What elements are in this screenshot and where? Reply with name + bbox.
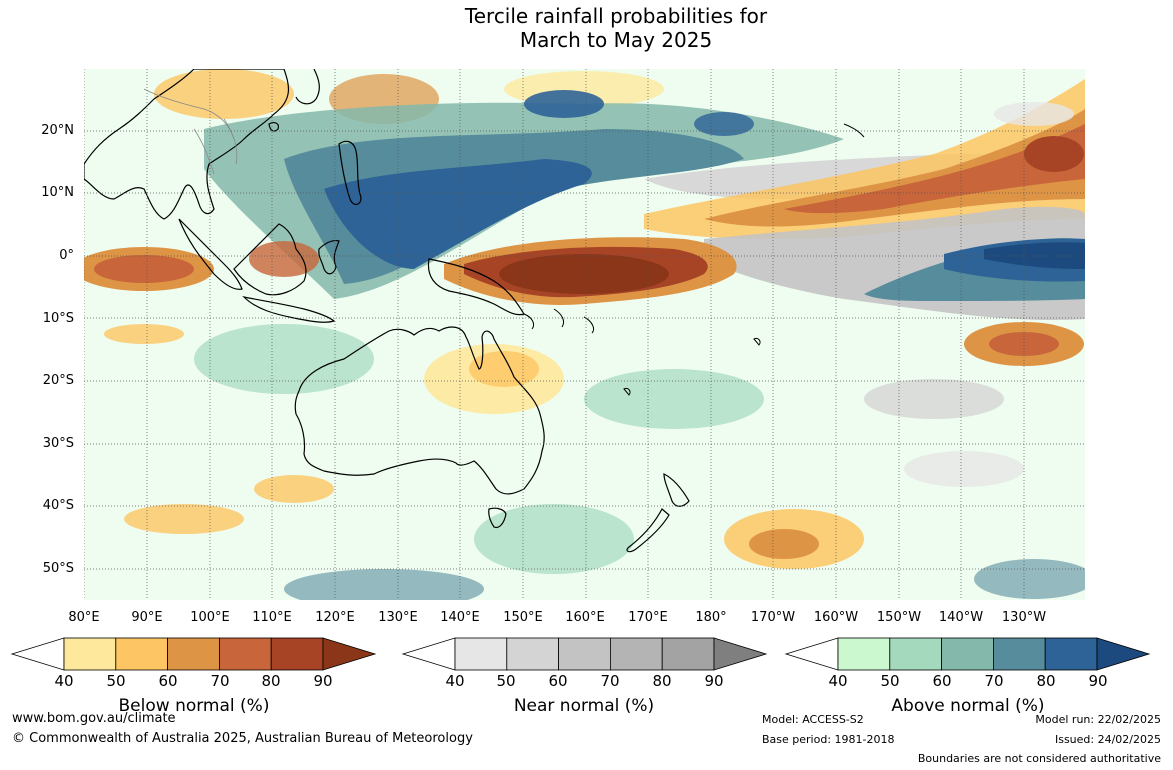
colorbar-tick: 60: [158, 672, 178, 690]
colorbar-segment: [218, 637, 272, 671]
lon-label: 160°E: [565, 610, 605, 625]
disclaimer-text: Boundaries are not considered authoritat…: [917, 752, 1161, 765]
lat-label: 10°S: [42, 311, 74, 326]
colorbar-tick: 50: [106, 672, 126, 690]
colorbar-tick: 80: [652, 672, 672, 690]
colorbar-segment: [661, 637, 715, 671]
lat-label: 30°S: [42, 436, 74, 451]
lon-label: 170°E: [628, 610, 668, 625]
lon-label: 150°E: [503, 610, 543, 625]
title-line-1: Tercile rainfall probabilities for: [464, 4, 768, 28]
model-run-text: Model run: 22/02/2025: [1035, 713, 1161, 726]
colorbars-graphic: [10, 637, 1151, 671]
colorbar-tick: 70: [984, 672, 1004, 690]
colorbar-tick: 90: [313, 672, 333, 690]
colorbar-segment: [270, 637, 324, 671]
lat-label: 20°S: [42, 373, 74, 388]
base-period-text: Base period: 1981-2018: [762, 733, 895, 746]
lat-label: 20°N: [41, 123, 74, 138]
colorbar-tick: 40: [828, 672, 848, 690]
lon-label: 100°E: [190, 610, 230, 625]
lon-label: 160°W: [813, 610, 859, 625]
colorbar-over-triangle: [1096, 637, 1151, 671]
colorbar-segment: [837, 637, 891, 671]
colorbar-segment: [558, 637, 611, 671]
lon-label: 110°E: [252, 610, 292, 625]
lon-label: 130°E: [378, 610, 418, 625]
colorbar-over-triangle: [322, 637, 377, 671]
copyright-text: © Commonwealth of Australia 2025, Austra…: [12, 731, 473, 746]
colorbar-title-above: Above normal (%): [891, 696, 1045, 716]
colorbar-segment: [115, 637, 169, 671]
lon-label: 140°E: [440, 610, 480, 625]
colorbar-tick: 60: [548, 672, 568, 690]
colorbar-tick: 90: [1088, 672, 1108, 690]
colorbar-segment: [941, 637, 994, 671]
colorbar-under-triangle: [10, 637, 65, 671]
lon-label: 90°E: [131, 610, 163, 625]
colorbar-near-normal: [401, 637, 768, 671]
colorbar-tick: 90: [704, 672, 724, 690]
colorbar-segment: [454, 637, 508, 671]
website-link[interactable]: www.bom.gov.au/climate: [12, 711, 176, 726]
colorbar-tick: 40: [445, 672, 465, 690]
issued-text: Issued: 24/02/2025: [1054, 733, 1161, 746]
colorbar-tick: 80: [261, 672, 281, 690]
colorbar-segment: [993, 637, 1046, 671]
lon-label: 170°W: [750, 610, 796, 625]
lon-label: 180°: [695, 610, 727, 625]
colorbar-tick: 70: [600, 672, 620, 690]
colorbar-tick: 50: [880, 672, 900, 690]
colorbar-title-below: Below normal (%): [118, 696, 270, 716]
colorbar-title-near: Near normal (%): [513, 696, 655, 716]
lat-label: 40°S: [42, 498, 74, 513]
colorbar-segment: [610, 637, 663, 671]
colorbar-segment: [63, 637, 117, 671]
colorbar-segment: [167, 637, 220, 671]
lon-label: 140°W: [938, 610, 984, 625]
colorbar-tick: 80: [1036, 672, 1056, 690]
colorbar-segment: [1044, 637, 1098, 671]
lat-label: 0°: [59, 248, 74, 263]
model-text: Model: ACCESS-S2: [762, 713, 864, 726]
lon-label: 120°E: [315, 610, 355, 625]
colorbar-tick: 50: [496, 672, 516, 690]
colorbar-tick: 60: [932, 672, 952, 690]
colorbar-tick: 40: [54, 672, 74, 690]
lat-label: 10°N: [41, 185, 74, 200]
map-title: Tercile rainfall probabilities for March…: [0, 4, 1173, 52]
colorbar-under-triangle: [784, 637, 839, 671]
colorbar-tick: 70: [210, 672, 230, 690]
colorbar-above-normal: [784, 637, 1151, 671]
lon-label: 150°W: [876, 610, 922, 625]
colorbar-segment: [506, 637, 559, 671]
colorbar-segment: [889, 637, 942, 671]
lon-label: 80°E: [68, 610, 100, 625]
colorbar-below-normal: [10, 637, 377, 671]
colorbar-under-triangle: [401, 637, 456, 671]
map-canvas: [84, 69, 1085, 600]
title-line-2: March to May 2025: [519, 28, 713, 52]
lat-label: 50°S: [42, 561, 74, 576]
colorbar-over-triangle: [713, 637, 768, 671]
rainfall-map: [84, 69, 1085, 600]
lon-label: 130°W: [1001, 610, 1047, 625]
